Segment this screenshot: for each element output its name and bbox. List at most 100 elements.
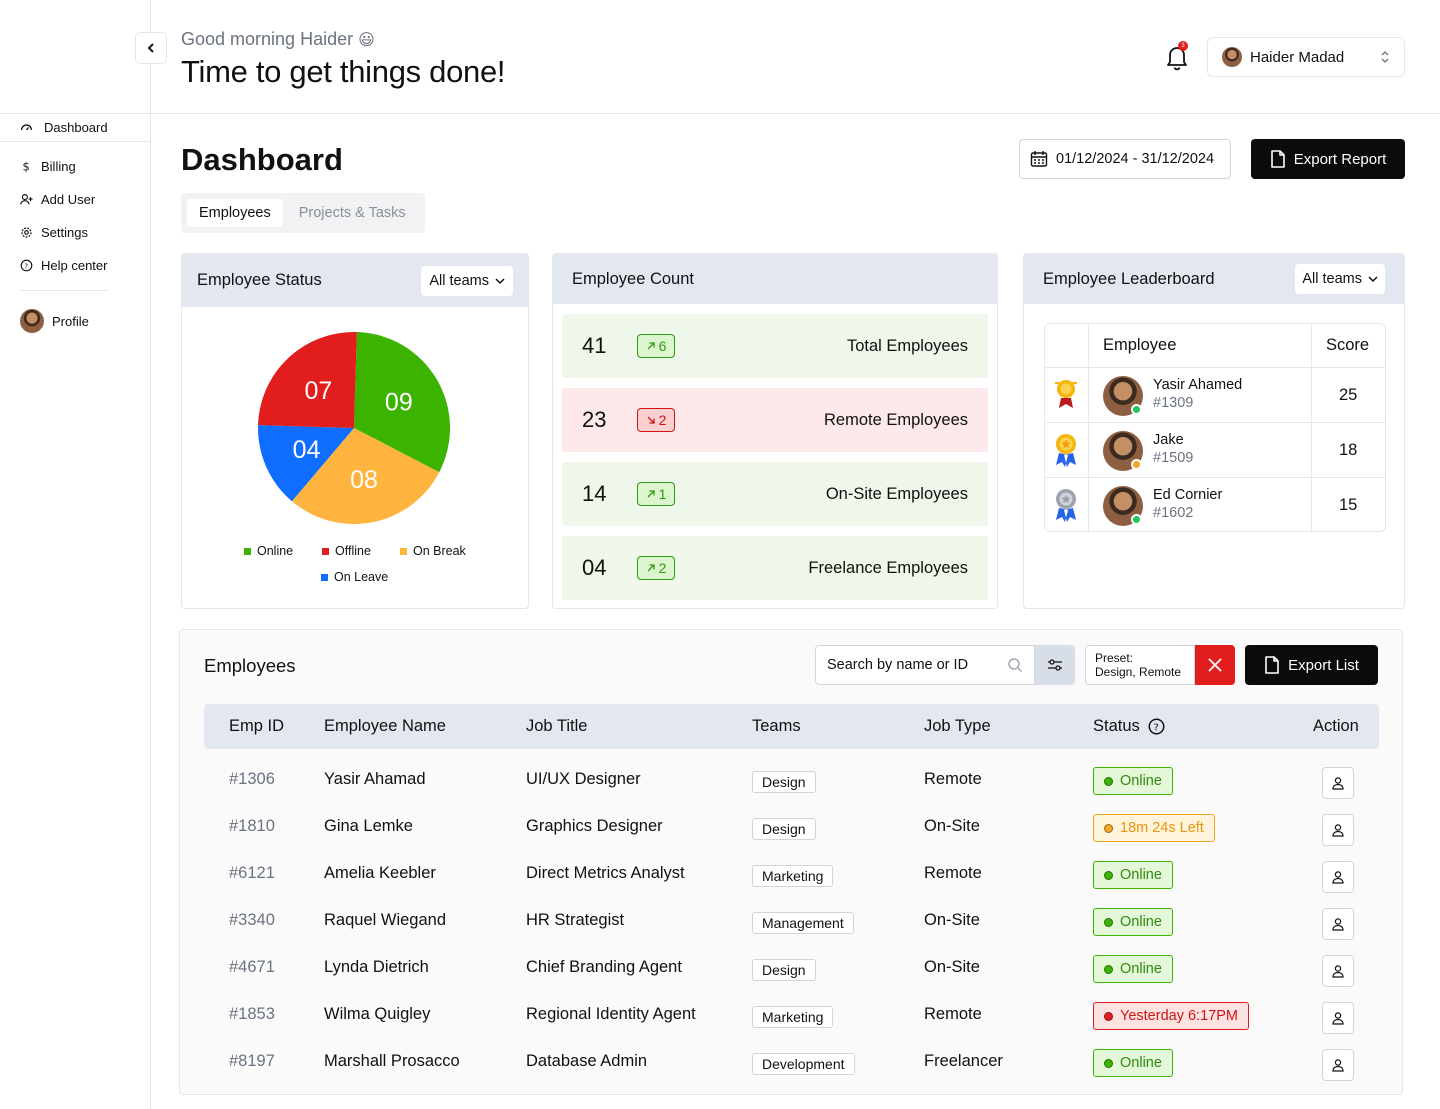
chevron-down-icon	[495, 277, 505, 284]
leaderboard-score: 15	[1339, 496, 1358, 514]
tab-projects-tasks[interactable]: Projects & Tasks	[298, 205, 406, 221]
column-header[interactable]: Job Type	[924, 717, 991, 735]
count-label: On-Site Employees	[825, 484, 968, 503]
employee-name: Gina Lemke	[324, 817, 413, 835]
document-icon	[1270, 150, 1285, 168]
legend-on-break: On Break	[400, 544, 466, 558]
emp-id: #1810	[229, 817, 275, 835]
view-profile-button[interactable]	[1322, 1049, 1354, 1081]
emp-id: #6121	[229, 864, 275, 882]
team-tag: Management	[752, 912, 854, 934]
team-tag: Design	[752, 818, 816, 840]
pie-slice-label: 09	[385, 389, 413, 417]
pie-slice-on-break	[291, 428, 440, 524]
sidebar-item-settings[interactable]: Settings	[20, 225, 88, 240]
help-icon: ?	[20, 259, 33, 272]
team-filter-select[interactable]: All teams	[421, 265, 513, 296]
employee-name: Raquel Wiegand	[324, 911, 446, 929]
user-name: Haider Madad	[1250, 48, 1345, 66]
table-row[interactable]: #1306 Yasir Ahamad UI/UX Designer Design Rem…	[204, 757, 1379, 804]
export-report-button[interactable]: Export Report	[1251, 139, 1405, 179]
export-report-label: Export Report	[1293, 150, 1387, 168]
count-label: Freelance Employees	[808, 558, 968, 577]
count-row: 04 2 Freelance Employees	[562, 536, 988, 600]
emp-id: #4671	[229, 958, 275, 976]
table-row[interactable]: #3340 Raquel Wiegand HR Strategist Manageme…	[204, 898, 1379, 945]
job-title: Direct Metrics Analyst	[526, 864, 685, 882]
job-type: On-Site	[924, 817, 980, 835]
team-filter-value: All teams	[1302, 271, 1362, 287]
svg-text:$: $	[22, 160, 29, 173]
column-header[interactable]: Action	[1313, 717, 1359, 735]
team-filter-select[interactable]: All teams	[1295, 264, 1385, 294]
chevron-left-icon	[147, 43, 154, 53]
search-input[interactable]: Search by name or ID	[815, 645, 1035, 685]
sidebar-item-dashboard[interactable]: Dashboard	[20, 120, 108, 135]
column-header[interactable]: Job Title	[526, 717, 588, 735]
date-range-picker[interactable]: 01/12/2024 - 31/12/2024	[1019, 139, 1231, 179]
sidebar-item-profile[interactable]: Profile	[20, 309, 89, 333]
table-row[interactable]: #4671 Lynda Dietrich Chief Branding Agent D…	[204, 945, 1379, 992]
section-title: Employees	[204, 655, 296, 676]
column-header[interactable]: Teams	[752, 717, 801, 735]
gold-medal-icon	[1056, 434, 1076, 467]
pie-slice-online	[354, 332, 450, 473]
preset-value: Design, Remote	[1095, 665, 1182, 679]
status-badge: Online	[1093, 861, 1173, 889]
job-title: Graphics Designer	[526, 817, 663, 835]
view-profile-button[interactable]	[1322, 908, 1354, 940]
trend-up-icon	[647, 342, 655, 350]
column-header[interactable]: Employee Name	[324, 717, 446, 735]
headline: Time to get things done!	[181, 54, 506, 89]
preset-chip[interactable]: Preset: Design, Remote	[1085, 645, 1195, 685]
job-title: Regional Identity Agent	[526, 1005, 696, 1023]
view-profile-button[interactable]	[1322, 767, 1354, 799]
count-value: 41	[582, 333, 607, 358]
employee-name: Amelia Keebler	[324, 864, 436, 882]
view-profile-button[interactable]	[1322, 861, 1354, 893]
table-row[interactable]: #8197 Marshall Prosacco Database Admin Deve…	[204, 1039, 1379, 1086]
user-icon	[1332, 965, 1344, 978]
table-row[interactable]: #1853 Wilma Quigley Regional Identity Agen…	[204, 992, 1379, 1039]
filter-button[interactable]	[1035, 645, 1075, 685]
employee-count-card: Employee Count 41 6 Total Employees 23 2 Remo…	[552, 253, 998, 609]
emp-id: #8197	[229, 1052, 275, 1070]
leaderboard-id: #1309	[1153, 395, 1194, 411]
search-placeholder: Search by name or ID	[827, 657, 969, 673]
table-row[interactable]: #1810 Gina Lemke Graphics Designer Design On…	[204, 804, 1379, 851]
sidebar-item-label: Profile	[52, 313, 89, 329]
table-row[interactable]: #6121 Amelia Keebler Direct Metrics Analys…	[204, 851, 1379, 898]
employee-name: Wilma Quigley	[324, 1005, 431, 1023]
sidebar-item-label: Settings	[41, 225, 88, 240]
sidebar-item-add-user[interactable]: Add User	[20, 192, 95, 207]
sidebar-item-help-center[interactable]: ? Help center	[20, 258, 107, 273]
tab-employees[interactable]: Employees	[187, 199, 283, 227]
user-icon	[1332, 918, 1344, 931]
close-icon	[1208, 658, 1222, 672]
emp-id: #1853	[229, 1005, 275, 1023]
notification-badge: 3	[1178, 41, 1188, 51]
silver-medal-icon	[1056, 489, 1076, 522]
column-header-status[interactable]: Status ?	[1093, 717, 1165, 736]
status-badge: 18m 24s Left	[1093, 814, 1215, 842]
trophy-icon	[1055, 380, 1077, 408]
team-tag: Marketing	[752, 1006, 834, 1028]
user-menu[interactable]: Haider Madad	[1207, 37, 1405, 77]
leaderboard-table: Employee Score Yasir Ahamed #1309 25 Jake #1…	[1044, 323, 1386, 532]
column-header[interactable]: Emp ID	[229, 717, 285, 735]
employee-name: Lynda Dietrich	[324, 958, 429, 976]
calendar-icon	[1030, 151, 1048, 167]
view-profile-button[interactable]	[1322, 814, 1354, 846]
view-profile-button[interactable]	[1322, 1002, 1354, 1034]
view-profile-button[interactable]	[1322, 955, 1354, 987]
clear-preset-button[interactable]	[1195, 645, 1235, 685]
help-icon[interactable]: ?	[1148, 718, 1165, 735]
team-filter-value: All teams	[429, 272, 489, 289]
date-range-value: 01/12/2024 - 31/12/2024	[1056, 151, 1215, 167]
user-icon	[1332, 1012, 1344, 1025]
count-value: 04	[582, 555, 607, 580]
export-list-button[interactable]: Export List	[1245, 645, 1378, 685]
job-title: Chief Branding Agent	[526, 958, 682, 976]
collapse-sidebar-button[interactable]	[135, 32, 167, 64]
sidebar-item-billing[interactable]: $ Billing	[20, 159, 75, 174]
